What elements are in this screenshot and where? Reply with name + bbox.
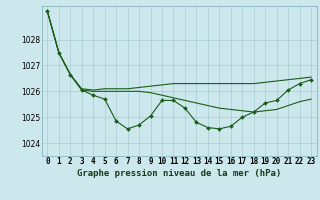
X-axis label: Graphe pression niveau de la mer (hPa): Graphe pression niveau de la mer (hPa) (77, 169, 281, 178)
